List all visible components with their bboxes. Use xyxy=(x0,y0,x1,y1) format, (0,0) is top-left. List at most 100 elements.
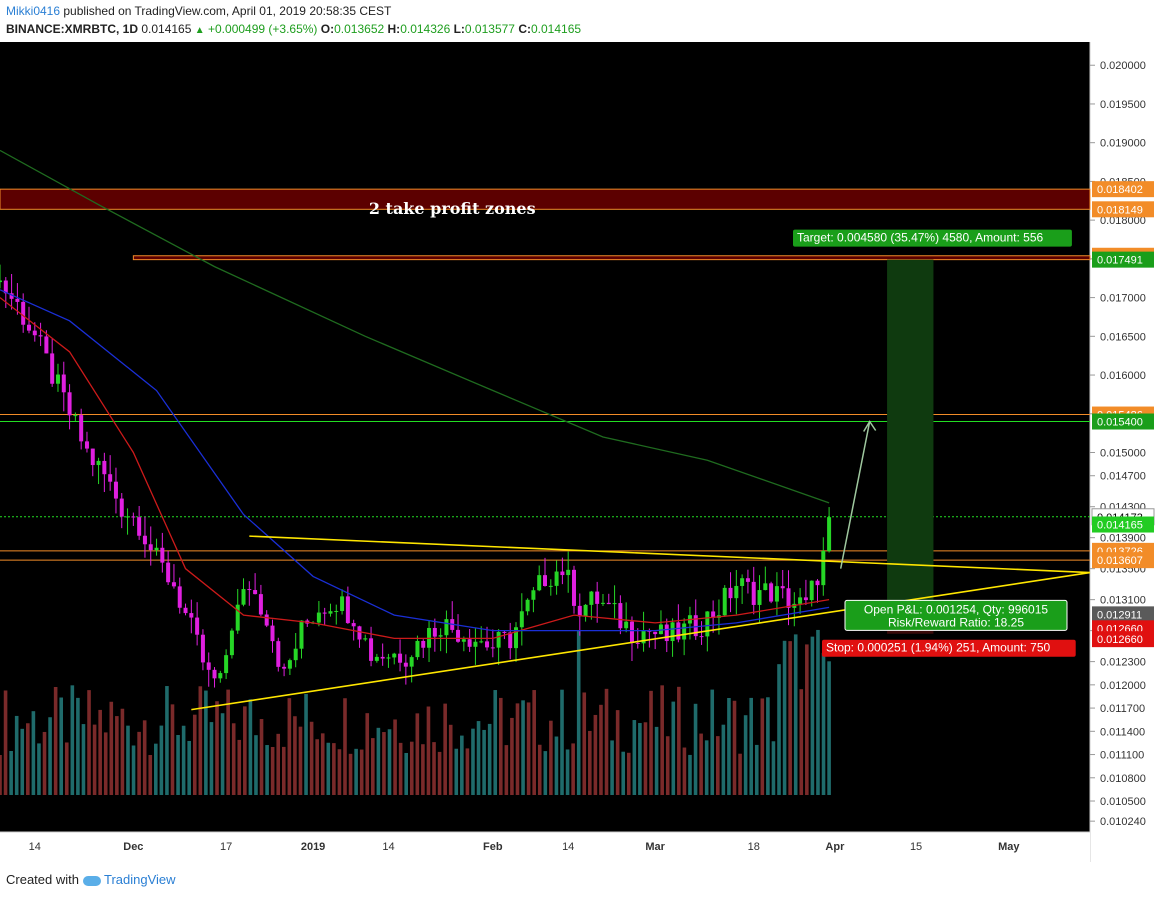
volume-bar xyxy=(782,640,787,795)
candle-body xyxy=(386,657,391,659)
time-tick-label: Dec xyxy=(123,841,143,853)
candle-body xyxy=(734,585,739,599)
volume-bar xyxy=(315,739,319,795)
candle-body xyxy=(334,610,339,612)
volume-bar xyxy=(376,727,381,795)
volume-bar xyxy=(231,723,236,795)
volume-bar xyxy=(582,692,587,795)
volume-bar xyxy=(98,709,102,795)
volume-bar xyxy=(771,741,776,795)
candle-body xyxy=(566,569,571,576)
moving-average-line xyxy=(0,149,830,504)
volume-bar xyxy=(148,754,153,795)
candle-body xyxy=(270,625,275,642)
price-tick-label: 0.014700 xyxy=(1100,471,1146,483)
volume-bar xyxy=(476,721,481,795)
candle-body xyxy=(693,615,698,637)
author-link[interactable]: Mikki0416 xyxy=(6,4,61,18)
price-tick-label: 0.018000 xyxy=(1100,215,1146,227)
risk-reward-label: Risk/Reward Ratio: 18.25 xyxy=(888,615,1024,629)
candle-body xyxy=(351,623,356,627)
pnl-label: Open P&L: 0.001254, Qty: 996015 xyxy=(864,602,1048,616)
candle-body xyxy=(543,575,547,587)
price-tick-label: 0.016500 xyxy=(1100,331,1146,343)
time-tick-label: Feb xyxy=(483,841,503,853)
candle-body xyxy=(612,603,617,605)
candle-body xyxy=(119,498,124,517)
candle-body xyxy=(479,641,484,643)
volume-bar xyxy=(109,701,114,795)
volume-bar xyxy=(198,686,203,795)
arrow-head-icon xyxy=(863,420,877,432)
volume-bar xyxy=(31,711,36,795)
open-label: O: xyxy=(320,22,335,36)
volume-bar xyxy=(359,749,364,795)
price-tick-label: 0.010240 xyxy=(1100,816,1146,828)
volume-bar xyxy=(265,745,269,795)
candle-body xyxy=(432,627,437,637)
price-chart[interactable]: 2 take profit zones Target: 0.004580 (35.… xyxy=(0,42,1160,862)
volume-bar xyxy=(354,748,358,795)
close-value: 0.014165 xyxy=(531,22,582,36)
candle-body xyxy=(183,607,188,614)
volume-bar xyxy=(387,729,392,795)
candle-body xyxy=(154,547,159,551)
volume-bar xyxy=(443,703,447,795)
candle-body xyxy=(525,599,530,612)
candle-body xyxy=(508,632,513,649)
price-tick-label: 0.013100 xyxy=(1100,595,1146,607)
volume-bar xyxy=(576,630,581,795)
price-tick-label: 0.015000 xyxy=(1100,447,1146,459)
candle-body xyxy=(809,580,814,601)
candle-body xyxy=(96,460,101,466)
high-value: 0.014326 xyxy=(400,22,451,36)
candle-body xyxy=(108,474,113,482)
symbol-info: BINANCE:XMRBTC, 1D 0.014165 ▲ +0.000499 … xyxy=(6,22,581,36)
candles xyxy=(0,264,832,688)
candle-body xyxy=(583,604,588,617)
moving-average-line xyxy=(0,289,830,632)
volume-bar xyxy=(699,733,703,795)
moving-average-line xyxy=(0,297,830,640)
volume-bar xyxy=(165,686,169,795)
candle-body xyxy=(757,590,762,605)
volume-bar xyxy=(710,689,715,795)
volume-bar xyxy=(415,713,420,795)
volume-bar xyxy=(276,733,281,795)
price-tick-label: 0.011400 xyxy=(1100,726,1145,738)
price-label-bg xyxy=(1092,413,1154,430)
candle-body xyxy=(821,551,826,586)
candle-body xyxy=(328,611,333,614)
volume-bar xyxy=(393,719,397,795)
volume-bar xyxy=(209,722,214,795)
candle-body xyxy=(195,617,200,635)
candle-body xyxy=(84,441,89,449)
candle-body xyxy=(467,639,472,647)
volume-bar xyxy=(493,690,498,795)
volume-bar xyxy=(53,686,58,795)
candle-body xyxy=(490,647,495,649)
volume-bar xyxy=(220,713,225,795)
volume-bar xyxy=(87,690,91,795)
price-label: 0.013607 xyxy=(1097,555,1143,567)
tradingview-link[interactable]: TradingView xyxy=(103,872,176,887)
candle-body xyxy=(235,604,240,631)
price-label-bg xyxy=(1092,516,1154,533)
volume-bar xyxy=(626,752,631,795)
candle-body xyxy=(531,590,536,600)
candle-body xyxy=(780,586,785,589)
price-tick-label: 0.013900 xyxy=(1100,533,1146,545)
take-profit-zone xyxy=(0,188,1091,210)
candle-body xyxy=(670,622,675,642)
target-area xyxy=(887,259,934,615)
volume-bar xyxy=(805,644,809,795)
candle-body xyxy=(113,481,118,499)
candle-body xyxy=(79,415,84,442)
volume-bar xyxy=(81,724,86,795)
volume-bar xyxy=(243,706,247,795)
volume-bar xyxy=(70,685,75,795)
volume-bar xyxy=(382,732,386,795)
candle-body xyxy=(786,588,791,608)
time-tick-label: Mar xyxy=(645,841,665,853)
price-label-bg xyxy=(1092,201,1154,218)
